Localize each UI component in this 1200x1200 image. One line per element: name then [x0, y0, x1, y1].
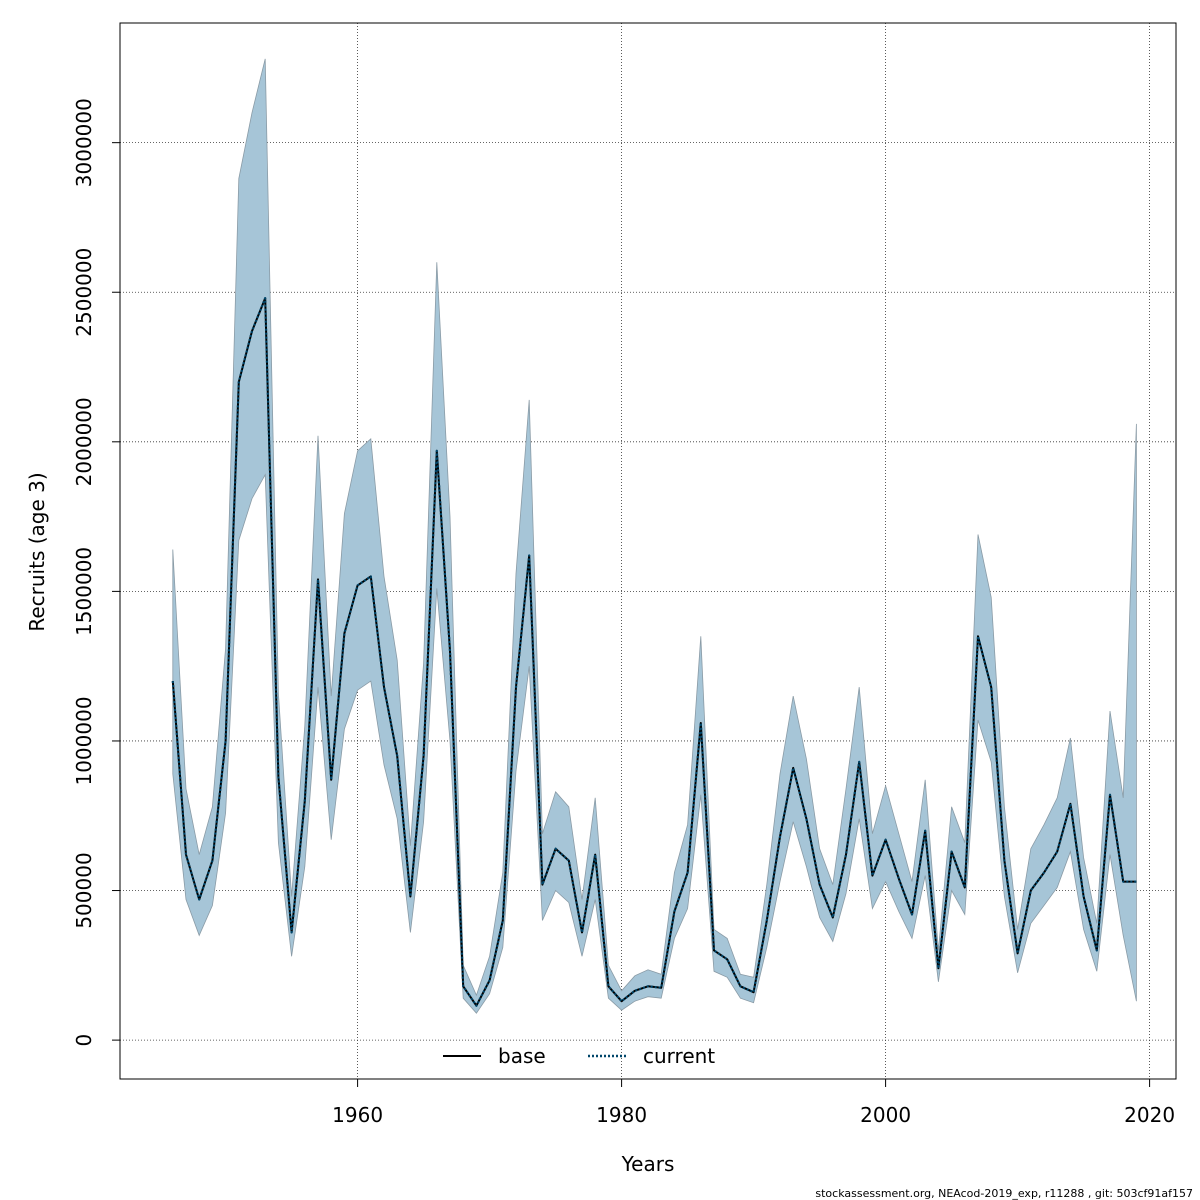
confidence-band — [172, 58, 1137, 1014]
plot-frame — [119, 22, 1177, 1080]
y-tick-label: 500000 — [72, 852, 96, 928]
y-tick-label: 3000000 — [72, 98, 96, 187]
series-lines — [171, 297, 1137, 1007]
y-tick-label: 0 — [72, 1034, 96, 1047]
x-tick-label: 2020 — [1124, 1103, 1175, 1127]
y-tick-label: 2500000 — [72, 248, 96, 337]
y-axis: 0 500000 1000000 1500000 2000000 2500000 30000… — [72, 98, 120, 1046]
y-tick-label: 1500000 — [72, 547, 96, 636]
x-axis-title: Years — [621, 1152, 675, 1176]
y-tick-label: 1000000 — [72, 696, 96, 785]
legend: base current — [443, 1044, 715, 1068]
series-line-current — [171, 297, 1137, 1007]
x-axis: 1960 1980 2000 2020 — [332, 1079, 1175, 1127]
x-tick-label: 2000 — [860, 1103, 911, 1127]
legend-base-label: base — [498, 1044, 546, 1068]
y-axis-title: Recruits (age 3) — [25, 472, 49, 631]
footer-credit: stockassessment.org, NEAcod-2019_exp, r1… — [815, 1187, 1193, 1200]
x-tick-label: 1980 — [596, 1103, 647, 1127]
legend-current-label: current — [643, 1044, 715, 1068]
confidence-band-area — [172, 58, 1137, 1014]
x-tick-label: 1960 — [332, 1103, 383, 1127]
y-tick-label: 2000000 — [72, 397, 96, 486]
